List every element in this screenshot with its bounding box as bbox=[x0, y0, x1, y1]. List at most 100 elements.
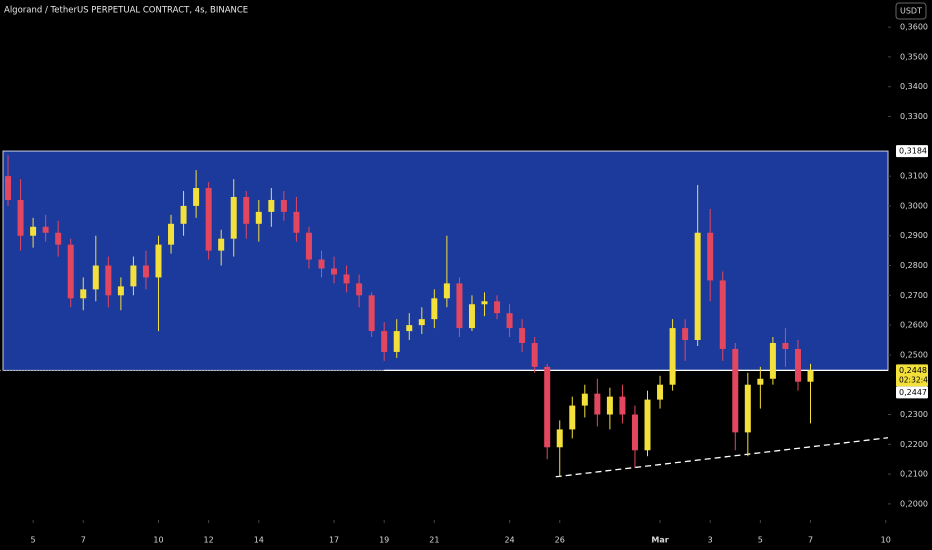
candle-body bbox=[556, 429, 563, 448]
candle-body bbox=[531, 342, 538, 367]
y-tick-label: 0,2900 bbox=[900, 231, 928, 240]
candle-body bbox=[707, 232, 714, 281]
candle-body bbox=[218, 238, 225, 251]
mark-price-label-box bbox=[896, 386, 928, 399]
candle-body bbox=[519, 328, 526, 343]
candle-body bbox=[682, 328, 689, 341]
y-tick-label: 0,2500 bbox=[900, 350, 928, 359]
candle-body bbox=[794, 348, 801, 382]
x-tick-label: 26 bbox=[555, 536, 565, 545]
x-tick-label: 3 bbox=[708, 536, 713, 545]
candle-body bbox=[368, 295, 375, 332]
x-tick-label: 10 bbox=[153, 536, 163, 545]
candle-body bbox=[130, 265, 137, 287]
x-tick-label: 19 bbox=[379, 536, 389, 545]
candle-body bbox=[117, 286, 124, 296]
candle-body bbox=[331, 268, 338, 275]
zone-top-label-box bbox=[896, 145, 928, 158]
chart-title: Algorand / TetherUS PERPETUAL CONTRACT, … bbox=[4, 6, 248, 16]
candle-body bbox=[17, 199, 24, 236]
y-tick-label: 0,2700 bbox=[900, 291, 928, 300]
candle-body bbox=[581, 393, 588, 406]
countdown-label: 02:32:43 bbox=[899, 375, 932, 384]
candle-body bbox=[42, 226, 49, 233]
y-tick-label: 0,3300 bbox=[900, 112, 928, 121]
trendline bbox=[555, 437, 889, 478]
candle-body bbox=[807, 370, 814, 382]
y-tick-label: 0,2200 bbox=[900, 440, 928, 449]
y-tick-label: 0,3500 bbox=[900, 52, 928, 61]
x-tick-label: 5 bbox=[758, 536, 763, 545]
candle-body bbox=[406, 325, 413, 332]
candle-body bbox=[168, 223, 175, 245]
candle-body bbox=[393, 331, 400, 352]
candle-body bbox=[230, 196, 237, 239]
x-tick-label: 17 bbox=[329, 536, 339, 545]
candle-body bbox=[744, 384, 751, 433]
candle-body bbox=[431, 298, 438, 320]
candle-body bbox=[142, 265, 149, 278]
y-tick-label: 0,2800 bbox=[900, 261, 928, 270]
candle-body bbox=[506, 313, 513, 329]
candle-body bbox=[268, 199, 275, 212]
candle-body bbox=[155, 244, 162, 278]
candle-body bbox=[92, 265, 99, 290]
y-tick-label: 0,3600 bbox=[900, 23, 928, 32]
candle-body bbox=[732, 348, 739, 433]
x-tick-label: Mar bbox=[651, 536, 668, 545]
candle-body bbox=[443, 283, 450, 299]
x-tick-label: 24 bbox=[504, 536, 514, 545]
candle-body bbox=[594, 393, 601, 415]
candle-body bbox=[55, 232, 62, 245]
y-tick-label: 0,3400 bbox=[900, 82, 928, 91]
candle-body bbox=[30, 226, 37, 236]
last-price-box bbox=[896, 364, 928, 387]
candle-body bbox=[494, 301, 501, 314]
currency-button[interactable] bbox=[895, 2, 927, 20]
plot-area bbox=[0, 150, 889, 478]
candle-body bbox=[80, 289, 87, 299]
zone bbox=[2, 150, 889, 371]
candle-body bbox=[468, 304, 475, 329]
y-tick-label: 0,3000 bbox=[900, 201, 928, 210]
candle-body bbox=[569, 405, 576, 430]
candle-body bbox=[255, 211, 262, 224]
candle-body bbox=[293, 211, 300, 233]
candle-body bbox=[481, 301, 488, 305]
y-tick-label: 0,2600 bbox=[900, 321, 928, 330]
candle-body bbox=[356, 283, 363, 296]
candle-body bbox=[193, 188, 200, 206]
mark-price-label: 0,2447 bbox=[899, 388, 927, 397]
candle-body bbox=[456, 283, 463, 329]
candle-body bbox=[67, 244, 74, 299]
candle-body bbox=[243, 196, 250, 224]
candle-body bbox=[694, 232, 701, 341]
candle-body bbox=[305, 232, 312, 260]
last-price-label: 0,2448 bbox=[899, 366, 927, 375]
candle-body bbox=[105, 265, 112, 296]
y-tick-label: 0,2300 bbox=[900, 410, 928, 419]
candle-body bbox=[280, 199, 287, 212]
candle-body bbox=[619, 396, 626, 415]
y-tick-label: 0,3100 bbox=[900, 172, 928, 181]
candle-body bbox=[544, 366, 551, 448]
x-tick-label: 5 bbox=[31, 536, 36, 545]
candle-body bbox=[644, 399, 651, 451]
candle-body bbox=[318, 259, 325, 269]
x-tick-label: 7 bbox=[808, 536, 813, 545]
candle-body bbox=[381, 331, 388, 352]
x-tick-label: 12 bbox=[204, 536, 214, 545]
candle-body bbox=[205, 188, 212, 251]
currency-label[interactable]: USDT bbox=[900, 7, 922, 16]
x-tick-label: 21 bbox=[429, 536, 439, 545]
candle-body bbox=[757, 378, 764, 385]
candle-body bbox=[606, 396, 613, 415]
candle-body bbox=[5, 176, 12, 200]
candle-body bbox=[657, 384, 664, 400]
candle-body bbox=[418, 319, 425, 326]
y-tick-label: 0,2100 bbox=[900, 470, 928, 479]
x-tick-label: 7 bbox=[81, 536, 86, 545]
candle-body bbox=[769, 342, 776, 379]
zone-top-label: 0,3184 bbox=[899, 147, 927, 156]
